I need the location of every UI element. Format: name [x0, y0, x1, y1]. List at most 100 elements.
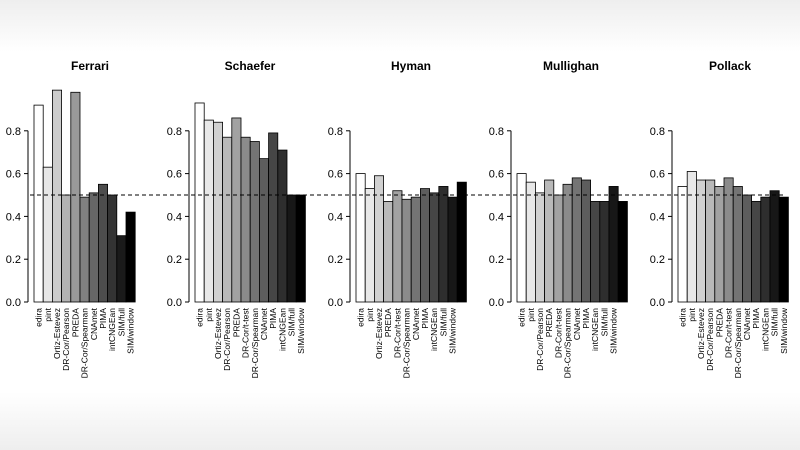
- bar: [447, 196, 458, 303]
- category-label: PREDA: [70, 308, 80, 338]
- category-label: pint: [43, 307, 53, 321]
- category-label: DR-Cor/t-test: [241, 307, 251, 358]
- bar: [571, 177, 582, 303]
- y-tick-label: 0.6: [167, 169, 182, 181]
- category-label: Ortiz-Estevez: [213, 308, 223, 359]
- bar: [355, 173, 366, 303]
- bar: [516, 173, 527, 303]
- bar: [364, 188, 375, 303]
- bar: [553, 194, 564, 303]
- y-tick-label: 0.4: [650, 211, 665, 223]
- category-label: PREDA: [544, 308, 554, 338]
- category-label: edira: [356, 308, 366, 327]
- category-label: DR-Cor/Pearson: [61, 308, 71, 371]
- category-label: DR-Cor/Spearman: [402, 308, 412, 379]
- y-tick-label: 0.0: [650, 297, 665, 309]
- category-label: DR-Cor/t-test: [392, 307, 402, 358]
- y-tick-label: 0.0: [6, 297, 21, 309]
- y-tick-label: 0.2: [489, 254, 504, 266]
- y-tick-label: 0.2: [167, 254, 182, 266]
- bar: [258, 158, 269, 303]
- bar: [52, 89, 63, 303]
- category-label: intCNGEan: [277, 308, 287, 351]
- bar: [61, 194, 72, 303]
- y-tick-label: 0.6: [328, 169, 343, 181]
- category-label: intCNGEan: [429, 308, 439, 351]
- panel-title: Hyman: [391, 59, 431, 73]
- category-label: Ortiz-Estevez: [52, 308, 62, 359]
- y-tick-label: 0.8: [489, 126, 504, 138]
- bar: [525, 181, 536, 303]
- bar: [98, 183, 109, 303]
- category-label: pint: [204, 307, 214, 321]
- category-label: PIMA: [420, 308, 430, 329]
- category-label: DR-Cor/Spearman: [250, 308, 260, 379]
- category-label: PREDA: [231, 308, 241, 338]
- panel-title: Schaefer: [225, 59, 276, 73]
- bar: [222, 136, 233, 303]
- y-tick-label: 0.4: [328, 211, 343, 223]
- y-tick-label: 0.0: [167, 297, 182, 309]
- category-label: pint: [687, 307, 697, 321]
- bar: [410, 196, 421, 303]
- y-tick-label: 0.0: [328, 297, 343, 309]
- category-label: SIM/full: [599, 308, 609, 336]
- bar: [116, 235, 127, 303]
- bar: [723, 177, 734, 303]
- bar: [769, 190, 780, 303]
- category-label: SIM/window: [126, 307, 136, 354]
- category-label: CNAmet: [411, 307, 421, 340]
- y-tick-label: 0.4: [6, 211, 21, 223]
- category-label: PIMA: [581, 308, 591, 329]
- bar: [696, 179, 707, 303]
- bar: [277, 149, 288, 303]
- bar: [203, 119, 214, 303]
- bar: [544, 179, 555, 303]
- bar: [760, 196, 771, 303]
- y-tick-label: 0.8: [328, 126, 343, 138]
- category-label: edira: [517, 308, 527, 327]
- category-label: SIM/window: [609, 307, 619, 354]
- bar: [295, 194, 306, 303]
- category-label: PREDA: [714, 308, 724, 338]
- y-tick-label: 0.4: [489, 211, 504, 223]
- bar: [419, 188, 430, 303]
- category-label: edira: [195, 308, 205, 327]
- bar: [249, 141, 260, 303]
- bar: [562, 183, 573, 303]
- bar: [581, 179, 592, 303]
- category-label: PIMA: [98, 308, 108, 329]
- y-tick-label: 0.0: [489, 297, 504, 309]
- category-label: PIMA: [268, 308, 278, 329]
- bar: [608, 186, 619, 303]
- category-label: intCNGEan: [760, 308, 770, 351]
- category-label: edira: [34, 308, 44, 327]
- category-label: Ortiz-Estevez: [696, 308, 706, 359]
- bar: [88, 192, 99, 303]
- panel-title: Ferrari: [71, 59, 109, 73]
- y-tick-label: 0.8: [650, 126, 665, 138]
- category-label: DR-Cor/Spearman: [80, 308, 90, 379]
- panel-title: Mullighan: [543, 59, 599, 73]
- y-tick-label: 0.2: [328, 254, 343, 266]
- bar: [240, 136, 251, 303]
- category-label: DR-Cor/Pearson: [222, 308, 232, 371]
- bar: [686, 171, 697, 303]
- category-label: PREDA: [383, 308, 393, 338]
- y-tick-label: 0.6: [650, 169, 665, 181]
- bar: [42, 166, 53, 303]
- bar: [70, 91, 81, 303]
- bar: [194, 102, 205, 303]
- category-label: intCNGEan: [107, 308, 117, 351]
- bar: [751, 201, 762, 303]
- category-label: PIMA: [751, 308, 761, 329]
- bar: [599, 201, 610, 303]
- category-label: DR-Cor/Pearson: [535, 308, 545, 371]
- bar: [212, 121, 223, 303]
- bar: [714, 186, 725, 303]
- category-label: CNAmet: [742, 307, 752, 340]
- bar: [535, 192, 546, 303]
- bar: [732, 186, 743, 303]
- bar: [429, 192, 440, 303]
